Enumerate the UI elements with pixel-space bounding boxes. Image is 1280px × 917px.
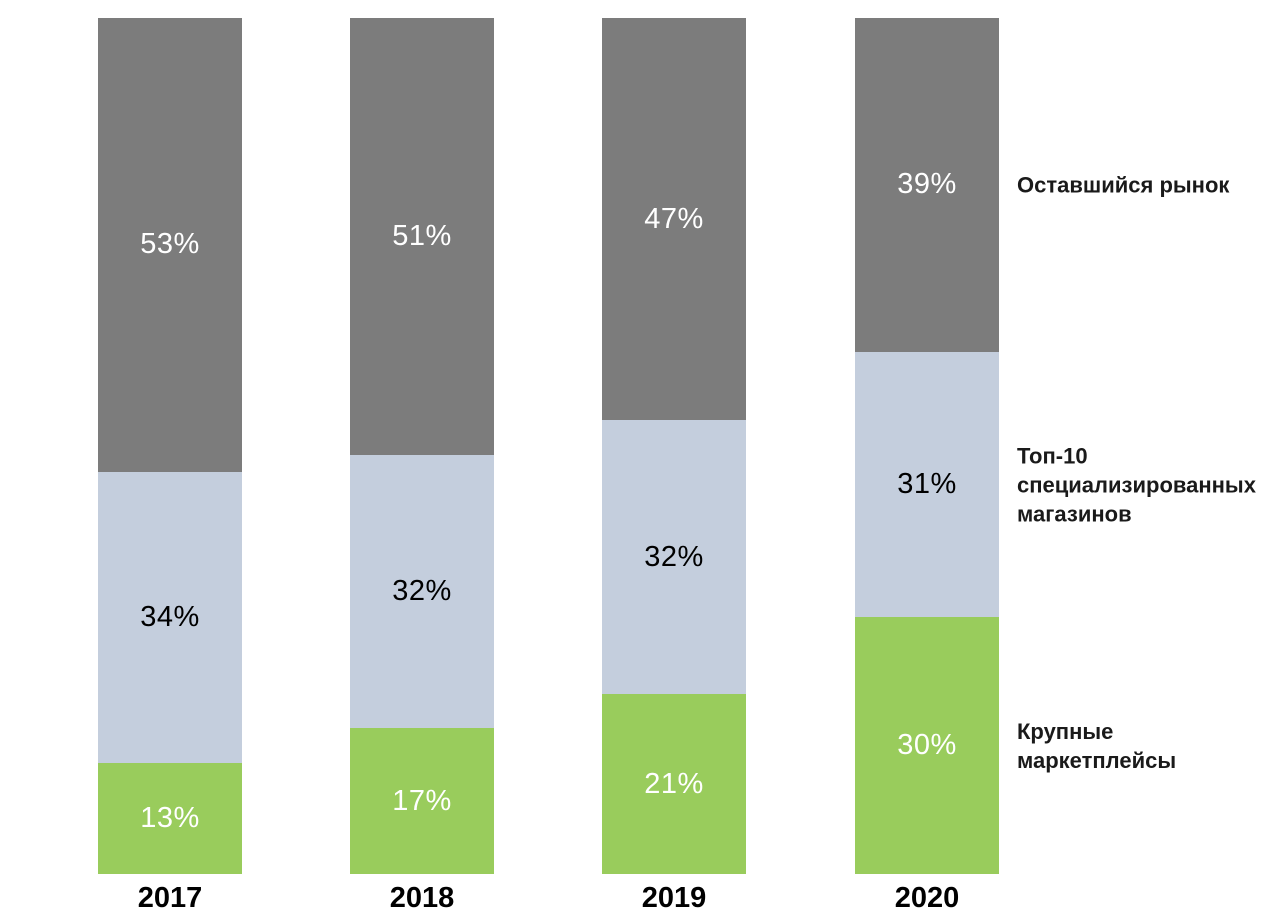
x-axis-label-2017: 2017 [137,882,203,914]
segment-value-label: 39% [897,168,957,201]
bar-segment-2020-series-1: 31% [855,351,999,618]
bar-segment-2020-series-2: 30% [855,617,999,874]
x-axis-label-2019: 2019 [641,882,707,914]
segment-value-label: 51% [392,219,452,252]
bar-segment-2019-series-1: 32% [602,420,746,695]
bar-segment-2017-series-0: 53% [98,18,242,472]
x-axis-label-2018: 2018 [389,882,455,914]
segment-value-label: 32% [392,575,452,607]
bar-segment-2017-series-2: 13% [98,762,242,874]
segment-value-label: 32% [644,540,704,573]
segment-value-label: 53% [140,228,200,261]
segment-value-label: 30% [897,729,957,762]
segment-value-label: 31% [897,468,957,500]
segment-value-label: 17% [392,784,452,817]
bar-segment-2019-series-2: 21% [602,694,746,874]
segment-value-label: 34% [140,600,200,633]
segment-value-label: 13% [140,801,200,834]
legend-item-0: Оставшийся рынок [1017,172,1230,198]
segment-value-label: 47% [644,202,704,235]
x-axis-label-2020: 2020 [894,882,960,914]
bar-segment-2017-series-1: 34% [98,471,242,763]
bar-segment-2020-series-0: 39% [855,18,999,352]
segment-value-label: 21% [644,767,704,800]
legend-item-1: Топ-10 специализированных магазинов [1017,442,1256,527]
bar-segment-2018-series-2: 17% [350,728,494,874]
bar-segment-2018-series-0: 51% [350,18,494,455]
bar-segment-2019-series-0: 47% [602,18,746,421]
bar-segment-2018-series-1: 32% [350,454,494,729]
legend-item-2: Крупные маркетплейсы [1017,718,1177,773]
